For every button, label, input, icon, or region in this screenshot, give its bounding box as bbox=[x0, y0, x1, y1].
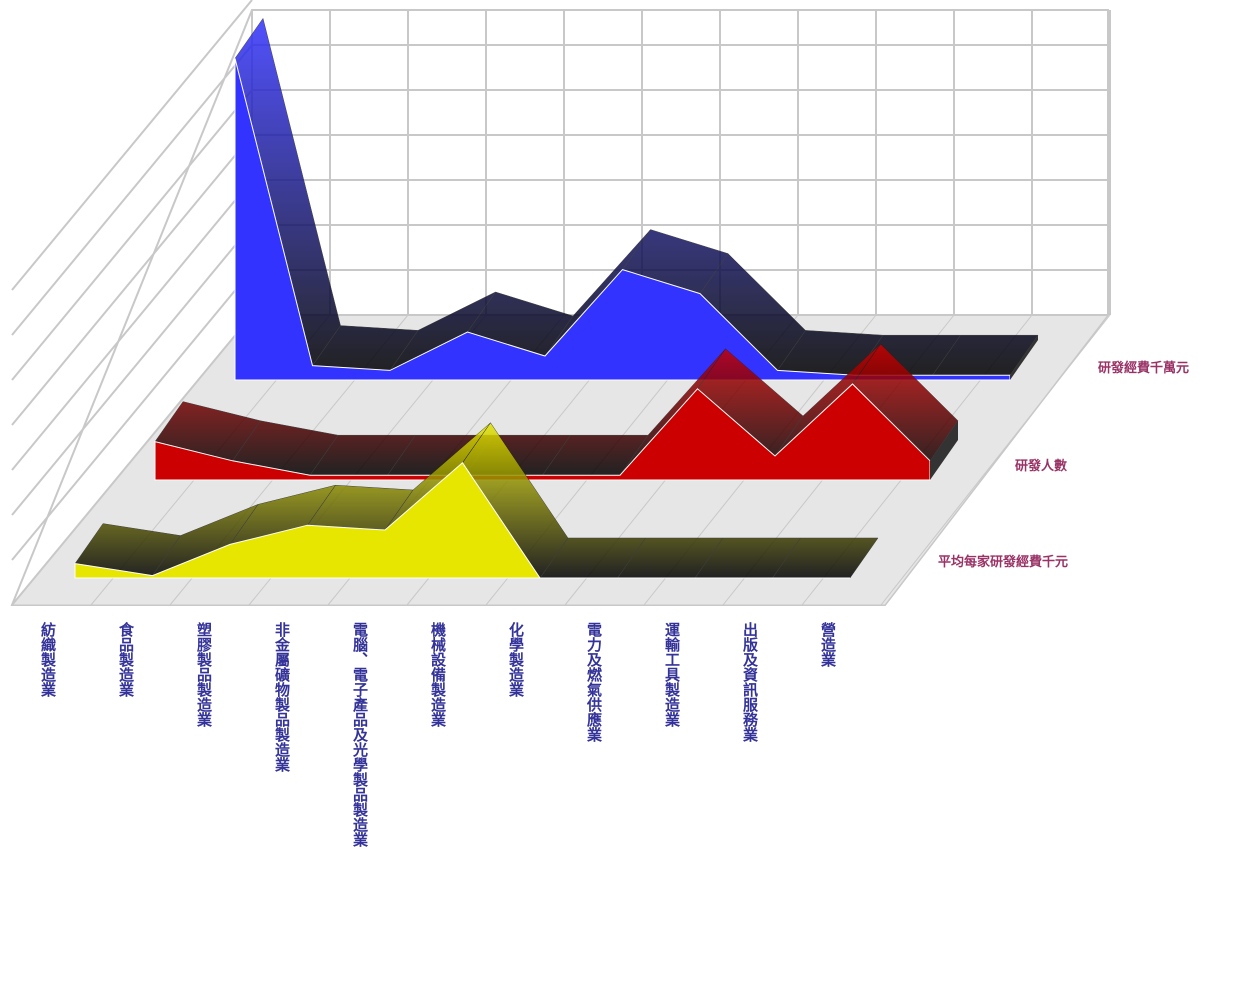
grid-line bbox=[11, 0, 253, 291]
grid-line bbox=[11, 269, 253, 561]
x-tick-label: 電腦、電子產品及光學製品製造業 bbox=[351, 622, 369, 848]
x-tick-label: 塑膠製品製造業 bbox=[195, 621, 213, 728]
ribbon-front bbox=[74, 462, 850, 579]
x-tick-label: 非金屬礦物製品製造業 bbox=[273, 621, 291, 773]
grid-line bbox=[880, 314, 1111, 606]
x-tick-label: 出版及資訊服務業 bbox=[741, 621, 759, 743]
x-tick-label: 化學製造業 bbox=[507, 621, 525, 698]
ribbon-top bbox=[74, 422, 879, 579]
x-tick-label: 食品製造業 bbox=[117, 621, 135, 698]
x-tick-label: 機械設備製造業 bbox=[429, 621, 447, 728]
grid-line bbox=[11, 179, 253, 471]
series-label: 研發經費千萬元 bbox=[1098, 360, 1189, 376]
grid-line bbox=[11, 134, 253, 426]
ribbon-end bbox=[930, 420, 958, 480]
grid-line bbox=[11, 89, 253, 381]
ribbon-top bbox=[234, 17, 1039, 376]
series-label: 平均每家研發經費千元 bbox=[938, 554, 1068, 570]
grid-line bbox=[11, 44, 253, 336]
x-tick-label: 營造業 bbox=[819, 621, 837, 668]
ribbon-front bbox=[154, 383, 931, 481]
x-tick-label: 運輸工具製造業 bbox=[663, 622, 681, 728]
x-tick-label: 電力及燃氣供應業 bbox=[585, 622, 603, 743]
ribbon-end bbox=[1010, 335, 1038, 380]
grid-line bbox=[11, 314, 253, 606]
grid-line bbox=[11, 224, 253, 516]
ribbon-front bbox=[234, 58, 1011, 381]
x-tick-label: 紡織製造業 bbox=[39, 621, 57, 698]
series-label: 研發人數 bbox=[1015, 458, 1067, 474]
